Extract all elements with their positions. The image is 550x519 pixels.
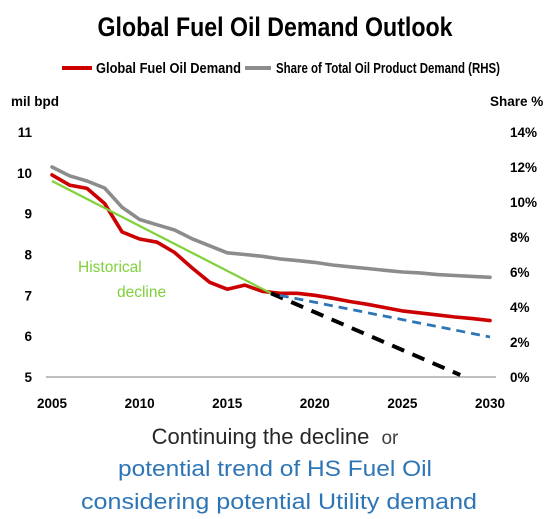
right-tick-label: 2%	[510, 335, 530, 350]
legend-label-demand: Global Fuel Oil Demand	[96, 61, 241, 77]
trend-line-historical	[51, 180, 272, 295]
left-tick-label: 9	[24, 207, 32, 222]
trend-line-potential	[279, 293, 491, 339]
left-axis-ticks: 5 6 7 8 9 10 11	[17, 125, 33, 385]
historical-annotation-line1: Historical	[78, 259, 142, 276]
caption-line1: Continuing the decline or	[152, 424, 399, 449]
caption-potential-line2: considering potential Utility demand	[81, 489, 477, 514]
x-tick-label: 2020	[300, 396, 330, 411]
right-axis-unit-label: Share %	[490, 94, 543, 109]
legend: Global Fuel Oil Demand Share of Total Oi…	[62, 61, 500, 77]
right-tick-label: 14%	[510, 125, 537, 140]
caption-continuing: Continuing the decline	[152, 424, 370, 449]
caption-potential-line1: potential trend of HS Fuel Oil	[118, 456, 432, 481]
left-tick-label: 6	[24, 329, 32, 344]
x-tick-label: 2025	[387, 396, 418, 411]
right-tick-label: 10%	[510, 195, 537, 210]
right-tick-label: 0%	[510, 370, 530, 385]
left-tick-label: 10	[17, 166, 32, 181]
left-tick-label: 7	[24, 288, 32, 303]
right-tick-label: 8%	[510, 230, 530, 245]
trend-line-continuing-decline	[270, 291, 462, 377]
x-tick-label: 2030	[475, 396, 505, 411]
x-axis-ticks: 2005 2010 2015 2020 2025 2030	[37, 396, 505, 411]
series-line-share	[50, 165, 492, 280]
x-tick-label: 2015	[212, 396, 243, 411]
right-tick-label: 12%	[510, 160, 537, 175]
chart-title: Global Fuel Oil Demand Outlook	[98, 12, 454, 42]
legend-label-share: Share of Total Oil Product Demand (RHS)	[276, 61, 500, 77]
left-tick-label: 5	[24, 370, 32, 385]
x-tick-label: 2005	[37, 396, 68, 411]
x-tick-label: 2010	[125, 396, 155, 411]
historical-annotation-line2: decline	[117, 284, 166, 301]
left-tick-label: 11	[18, 125, 33, 140]
right-tick-label: 6%	[510, 265, 530, 280]
left-tick-label: 8	[24, 248, 32, 263]
right-tick-label: 4%	[510, 300, 530, 315]
caption-or: or	[381, 428, 399, 449]
left-axis-unit-label: mil bpd	[11, 94, 59, 109]
right-axis-ticks: 0% 2% 4% 6% 8% 10% 12% 14%	[510, 125, 537, 385]
trend-layer	[51, 180, 491, 377]
